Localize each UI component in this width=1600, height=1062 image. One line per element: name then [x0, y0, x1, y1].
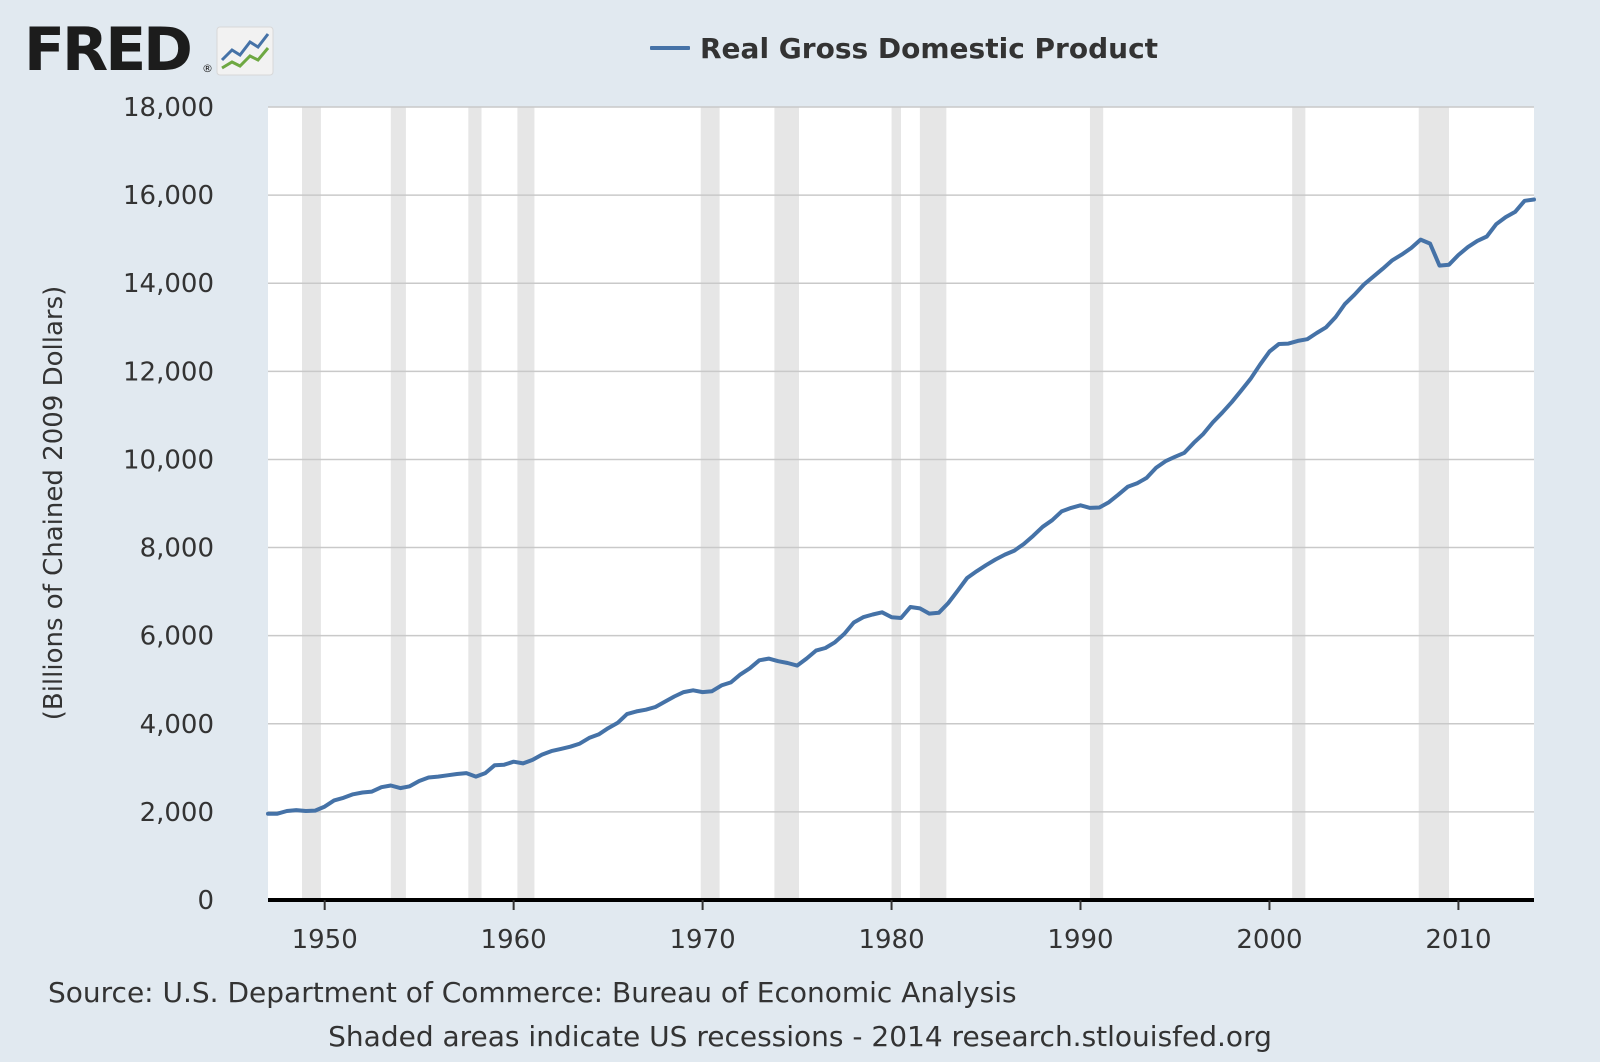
y-tick-label: 12,000 [123, 357, 214, 387]
registered-mark: ® [202, 62, 213, 75]
y-tick-label: 18,000 [123, 93, 214, 123]
y-tick-label: 14,000 [123, 269, 214, 299]
recession-band [919, 107, 947, 900]
recession-note-text: Shaded areas indicate US recessions - 20… [328, 1020, 1272, 1053]
x-tick-label: 2000 [1236, 925, 1302, 955]
series-layer [266, 197, 1536, 816]
y-tick-label: 6,000 [140, 622, 214, 652]
recession-band [1418, 107, 1449, 900]
recession-band [468, 107, 482, 900]
y-tick-label: 10,000 [123, 445, 214, 475]
y-axis-title: (Billions of Chained 2009 Dollars) [39, 286, 69, 721]
recession-band [1089, 107, 1104, 900]
recession-band [517, 107, 535, 900]
recession-band [700, 107, 720, 900]
gridlines [268, 106, 1534, 902]
y-tick-label: 8,000 [140, 534, 214, 564]
x-tick-label: 1950 [292, 925, 358, 955]
recession-band [891, 107, 901, 900]
series-line-real-gdp[interactable] [266, 197, 1536, 816]
x-tick-label: 2010 [1425, 925, 1491, 955]
recession-note: Shaded areas indicate US recessions - 20… [0, 1020, 1600, 1053]
y-tick-label: 0 [197, 886, 214, 916]
chart-legend[interactable]: Real Gross Domestic Product [650, 30, 1158, 66]
x-tick-label: 1960 [481, 925, 547, 955]
x-tick-label: 1990 [1047, 925, 1113, 955]
recession-band [1292, 107, 1306, 900]
recession-shading [302, 107, 1449, 900]
x-axis-ticks: 1950 1960 1970 1980 1990 2000 2010 [292, 900, 1492, 955]
y-tick-label: 2,000 [140, 798, 214, 828]
legend-line-swatch [650, 46, 690, 50]
recession-band [774, 107, 799, 900]
source-note: Source: U.S. Department of Commerce: Bur… [48, 976, 1017, 1009]
recession-band [390, 107, 406, 900]
recession-band [302, 107, 321, 900]
fred-logo-text: FRED [24, 15, 193, 85]
x-tick-label: 1980 [858, 925, 924, 955]
x-tick-label: 1970 [670, 925, 736, 955]
legend-series-label: Real Gross Domestic Product [700, 31, 1159, 65]
y-axis-ticks: 0 2,000 4,000 6,000 8,000 10,000 12,000 14,000 1… [123, 93, 214, 916]
y-tick-label: 16,000 [123, 181, 214, 211]
y-tick-label: 4,000 [140, 710, 214, 740]
fred-chart-logo-icon [216, 26, 274, 76]
